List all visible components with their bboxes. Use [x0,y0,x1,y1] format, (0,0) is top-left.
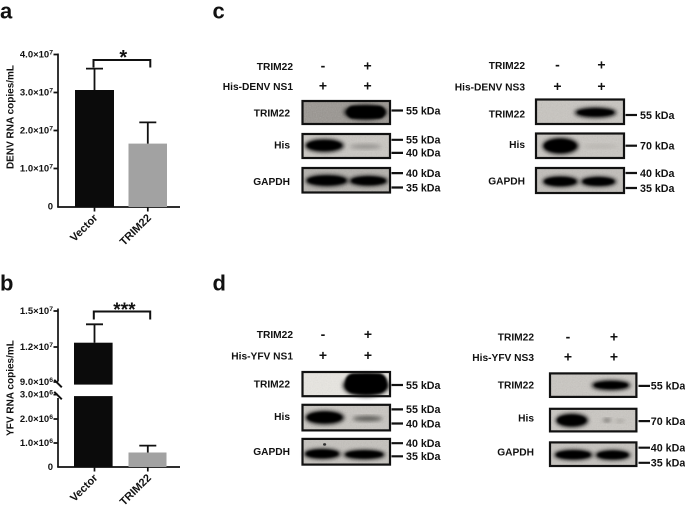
svg-text:0: 0 [48,202,53,213]
svg-text:GAPDH: GAPDH [497,447,534,458]
svg-text:40 kDa: 40 kDa [406,418,442,430]
svg-text:+: + [319,78,327,94]
svg-text:0: 0 [48,462,53,473]
svg-text:+: + [364,347,372,363]
svg-text:-: - [321,326,326,342]
svg-text:2.0×107: 2.0×107 [20,125,53,136]
svg-text:TRIM22: TRIM22 [257,330,294,341]
svg-text:+: + [364,326,372,342]
svg-text:40 kDa: 40 kDa [406,148,442,160]
svg-text:TRIM22: TRIM22 [489,61,526,72]
svg-text:+: + [553,78,561,94]
svg-text:TRIM22: TRIM22 [118,472,154,508]
svg-text:35 kDa: 35 kDa [406,451,442,463]
svg-text:3.0×106: 3.0×106 [20,389,53,400]
svg-text:40 kDa: 40 kDa [406,168,442,180]
svg-text:4.0×107: 4.0×107 [20,49,53,60]
svg-text:GAPDH: GAPDH [253,447,290,458]
svg-text:55 kDa: 55 kDa [406,135,442,147]
svg-text:+: + [364,78,372,94]
svg-text:40 kDa: 40 kDa [651,443,685,455]
svg-text:+: + [610,349,618,365]
svg-text:DENV RNA copies/mL: DENV RNA copies/mL [6,65,17,169]
svg-text:His-YFV NS1: His-YFV NS1 [231,351,293,362]
svg-text:TRIM22: TRIM22 [498,380,535,391]
svg-text:c: c [213,0,225,23]
svg-text:+: + [564,349,572,365]
svg-text:+: + [597,57,605,73]
svg-text:70 kDa: 70 kDa [640,141,676,153]
svg-text:***: *** [113,300,136,321]
svg-text:Vector: Vector [68,212,101,245]
svg-text:55 kDa: 55 kDa [651,381,685,393]
svg-text:+: + [364,58,372,74]
svg-text:1.0×107: 1.0×107 [20,163,53,174]
svg-text:YFV RNA copies/mL: YFV RNA copies/mL [6,340,17,436]
svg-text:55 kDa: 55 kDa [406,404,442,416]
svg-text:b: b [0,270,13,295]
svg-text:35 kDa: 35 kDa [640,183,676,195]
svg-text:TRIM22: TRIM22 [118,212,154,248]
svg-text:His: His [509,140,525,151]
svg-text:9.0×106: 9.0×106 [20,377,53,388]
svg-text:2.0×106: 2.0×106 [20,414,53,425]
svg-text:GAPDH: GAPDH [253,177,290,188]
svg-text:d: d [213,270,226,295]
svg-text:TRIM22: TRIM22 [254,379,291,390]
svg-text:40 kDa: 40 kDa [406,438,442,450]
svg-text:His-DENV NS3: His-DENV NS3 [455,82,526,93]
svg-text:55 kDa: 55 kDa [406,380,442,392]
svg-text:GAPDH: GAPDH [488,176,525,187]
svg-text:1.0×106: 1.0×106 [20,438,53,449]
svg-text:70 kDa: 70 kDa [651,416,685,428]
svg-text:1.2×107: 1.2×107 [20,342,53,353]
svg-text:+: + [319,347,327,363]
svg-text:His: His [274,412,290,423]
svg-text:His-YFV NS3: His-YFV NS3 [472,353,534,364]
svg-text:35 kDa: 35 kDa [651,458,685,470]
svg-text:35 kDa: 35 kDa [406,182,442,194]
svg-text:3.0×107: 3.0×107 [20,87,53,98]
svg-text:His-DENV NS1: His-DENV NS1 [223,82,294,93]
svg-text:-: - [321,58,326,74]
svg-text:-: - [566,328,571,344]
svg-text:TRIM22: TRIM22 [498,333,535,344]
svg-text:TRIM22: TRIM22 [257,62,294,73]
svg-text:-: - [555,57,560,73]
svg-text:55 kDa: 55 kDa [406,105,442,117]
svg-text:55 kDa: 55 kDa [640,110,676,122]
svg-text:His: His [274,140,290,151]
svg-text:+: + [597,78,605,94]
svg-text:1.5×107: 1.5×107 [20,306,53,317]
svg-text:a: a [0,0,13,23]
svg-text:*: * [119,47,127,69]
svg-text:TRIM22: TRIM22 [489,109,526,120]
svg-text:+: + [610,328,618,344]
svg-text:TRIM22: TRIM22 [254,108,291,119]
svg-text:His: His [518,414,534,425]
svg-text:40 kDa: 40 kDa [640,168,676,180]
svg-text:Vector: Vector [68,472,101,505]
